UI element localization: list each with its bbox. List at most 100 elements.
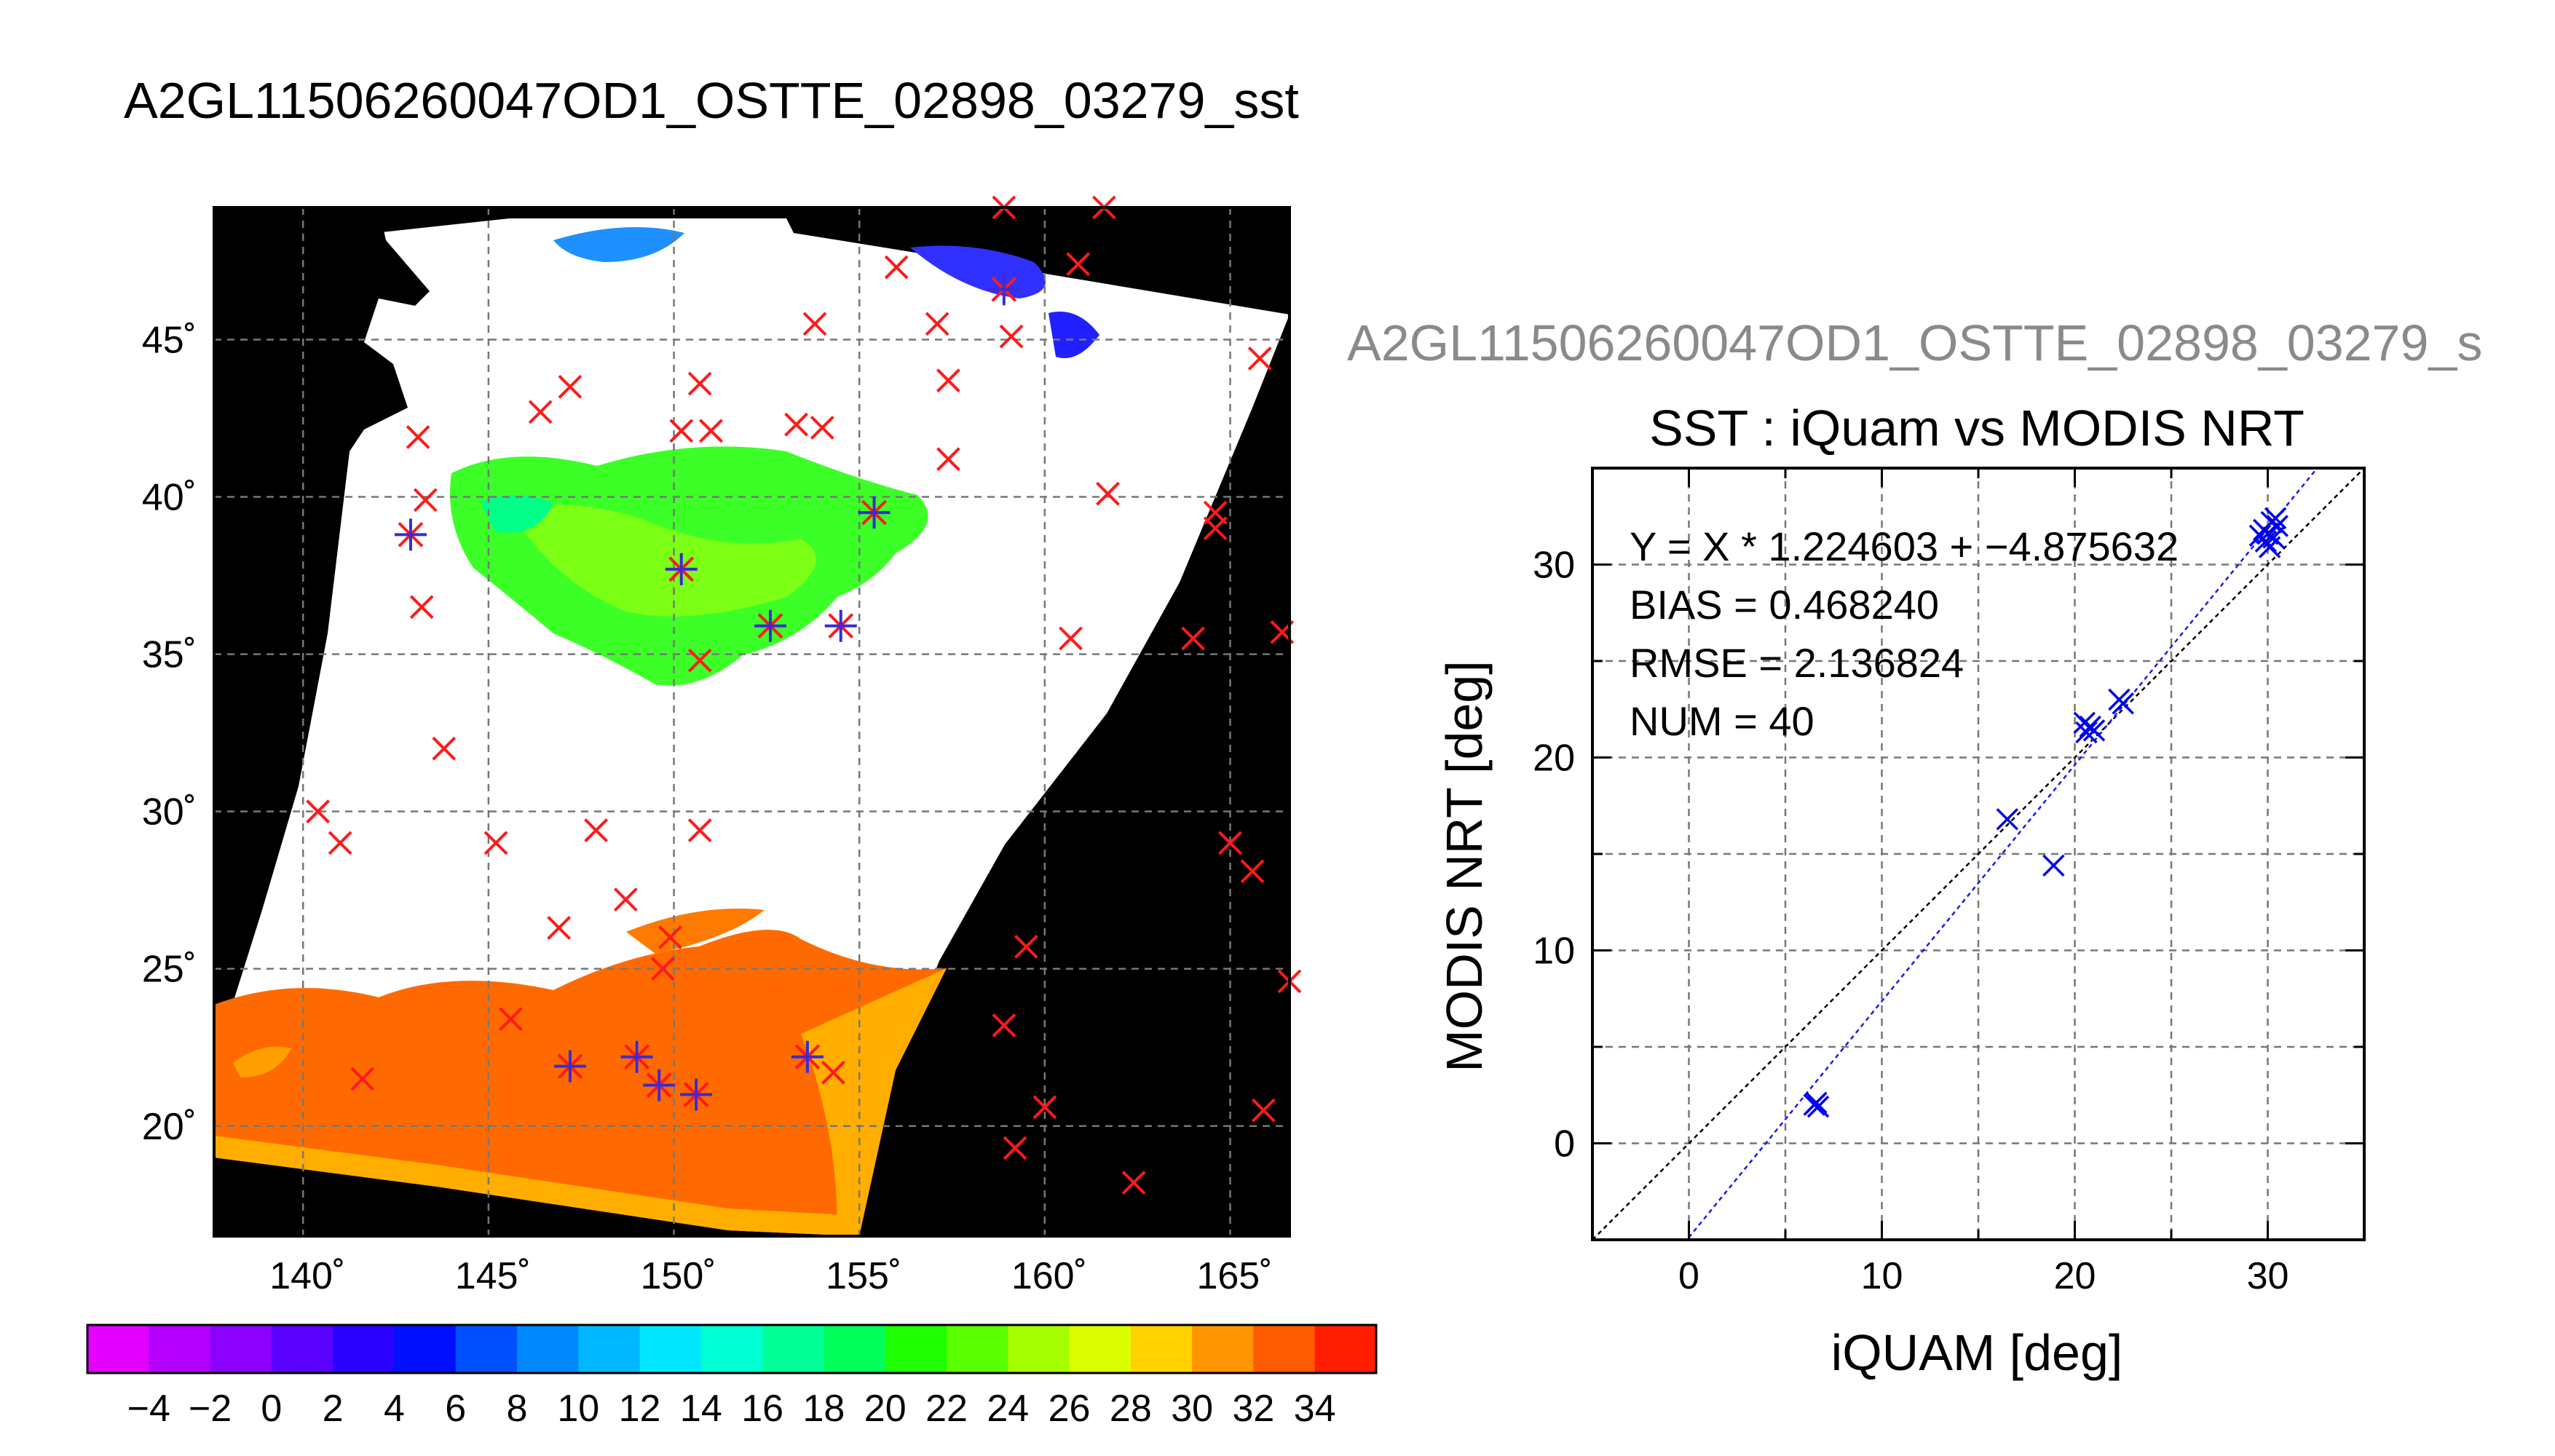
sst-yellow-band [214, 1136, 859, 1236]
map-unmatched-point [499, 1007, 523, 1032]
map-matched-point [824, 609, 857, 642]
map-unmatched-point [584, 818, 609, 842]
scatter-point [2262, 526, 2285, 549]
colorbar-segment [885, 1325, 947, 1373]
map-unmatched-point [406, 425, 430, 449]
map-matched-point [665, 553, 698, 585]
map-matched-point [680, 1078, 713, 1111]
scatter-point [2254, 530, 2278, 553]
scatter-point [2042, 854, 2065, 877]
map-unmatched-point [558, 374, 583, 399]
colorbar-tick-label: 0 [261, 1388, 282, 1430]
scatter-point [2082, 719, 2106, 742]
colorbar-tick-label: 30 [1171, 1388, 1213, 1430]
colorbar-tick-label: −2 [189, 1388, 232, 1430]
map-lat-tick-label: 30˚ [142, 791, 197, 834]
map-matched-point [620, 1040, 653, 1073]
map-unmatched-point [992, 1013, 1016, 1037]
colorbar-segment [1069, 1325, 1132, 1373]
colorbar-segment [1008, 1325, 1070, 1373]
y-tick-label: 20 [1533, 737, 1575, 780]
num-label: NUM = 40 [1630, 698, 1814, 744]
sst-orange-region [214, 930, 947, 1236]
colorbar-segment [149, 1325, 211, 1373]
colorbar-segment [394, 1325, 457, 1373]
regression-equation: Y = X * 1.224603 + −4.875632 [1630, 523, 2179, 569]
map-lat-labels: 45˚ 40˚ 35˚ 30˚ 25˚ 20˚ [142, 319, 197, 1147]
map-lon-tick-label: 145˚ [455, 1255, 531, 1297]
map-unmatched-point [1059, 626, 1083, 651]
colorbar-segment [639, 1325, 702, 1373]
sst-orange-streak [626, 909, 765, 954]
map-unmatched-point [936, 368, 960, 393]
x-tick-label: 20 [2054, 1255, 2096, 1297]
map-unmatched-point [784, 412, 809, 437]
colorbar-segment [333, 1325, 395, 1373]
map-unmatched-point [1203, 500, 1228, 525]
colorbar-segment [947, 1325, 1008, 1373]
sst-purple-fragment-2 [1049, 312, 1099, 358]
map-unmatched-point [306, 799, 331, 824]
colorbar-tick-label: 2 [323, 1388, 344, 1430]
scatter-point [2075, 721, 2098, 744]
map-unmatched-point [1121, 1171, 1146, 1195]
map-unmatched-point [999, 324, 1024, 349]
map-matched-point [791, 1040, 824, 1073]
map-unmatched-point [1096, 481, 1120, 506]
colorbar-segment [824, 1325, 886, 1373]
map-unmatched-point [1218, 831, 1242, 855]
scatter-point [2073, 711, 2096, 735]
colorbar-tick-label: 10 [557, 1388, 599, 1430]
colorbar-segment [517, 1325, 579, 1373]
map-unmatched-point [650, 957, 675, 981]
scatter-point [1806, 1095, 1830, 1118]
map-unmatched-point [936, 447, 960, 472]
colorbar-tick-label: −4 [127, 1388, 170, 1430]
map-unmatched-point [1032, 1095, 1057, 1120]
map-lon-tick-label: 160˚ [1011, 1255, 1087, 1297]
map-unmatched-point [669, 419, 694, 443]
sst-lightgreen-region [510, 505, 816, 617]
scatter-point [2112, 692, 2134, 715]
map-unmatched-point [1247, 346, 1272, 371]
scatter-plot: 0 10 20 30 0 10 20 30 [1533, 467, 2366, 1297]
scatter-point [1805, 1091, 1828, 1115]
map-unmatched-point [350, 1067, 375, 1091]
main-title: A2GL11506260047OD1_OSTTE_02898_03279_sst [124, 72, 1299, 129]
scatter-subtitle: A2GL11506260047OD1_OSTTE_02898_03279_s [1347, 314, 2482, 371]
colorbar-segment [1253, 1325, 1316, 1373]
colorbar-tick-label: 16 [741, 1388, 783, 1430]
x-axis-label: iQUAM [deg] [1831, 1324, 2123, 1381]
map-unmatched-point [1181, 626, 1205, 651]
coastline-shape [214, 207, 430, 1005]
y-tick-label: 30 [1533, 545, 1575, 587]
colorbar-tick-label: 18 [803, 1388, 845, 1430]
map-unmatched-point [802, 312, 827, 336]
map-unmatched-point [328, 831, 352, 855]
map-matched-point [754, 609, 786, 642]
colorbar-segment [700, 1325, 763, 1373]
map-matched-point [553, 1050, 586, 1083]
map-unmatched-point [432, 736, 457, 761]
sst-blue-fragment [553, 227, 684, 262]
colorbar-labels: −4 −2 0 2 4 6 8 10 12 14 16 18 20 22 24 26 28 30 32 34 [127, 1388, 1336, 1430]
sst-orange-speck [233, 1046, 291, 1077]
colorbar-segment [271, 1325, 333, 1373]
colorbar-segment [455, 1325, 518, 1373]
map-unmatched-point [1251, 1098, 1276, 1123]
map-matched-point [987, 273, 1020, 306]
colorbar-segment [762, 1325, 824, 1373]
sst-purple-fragment [910, 245, 1046, 298]
map-matched-point [858, 496, 891, 529]
map-lat-tick-label: 40˚ [142, 477, 197, 519]
colorbar-tick-label: 34 [1294, 1388, 1336, 1430]
map-lat-tick-label: 20˚ [142, 1106, 197, 1148]
map-unmatched-point [687, 371, 712, 396]
sst-map: 45˚40˚35˚30˚25˚20˚ 140˚ 145˚ 150˚ 155˚ 160˚ 1… [142, 195, 1302, 1297]
colorbar-frame [86, 1324, 1378, 1374]
map-unmatched-point [483, 831, 508, 855]
scatter-point [2256, 522, 2279, 545]
map-lat-tick-label: 25˚ [142, 949, 197, 991]
sst-amber-region [801, 968, 947, 1236]
colorbar-tick-label: 22 [925, 1388, 968, 1430]
